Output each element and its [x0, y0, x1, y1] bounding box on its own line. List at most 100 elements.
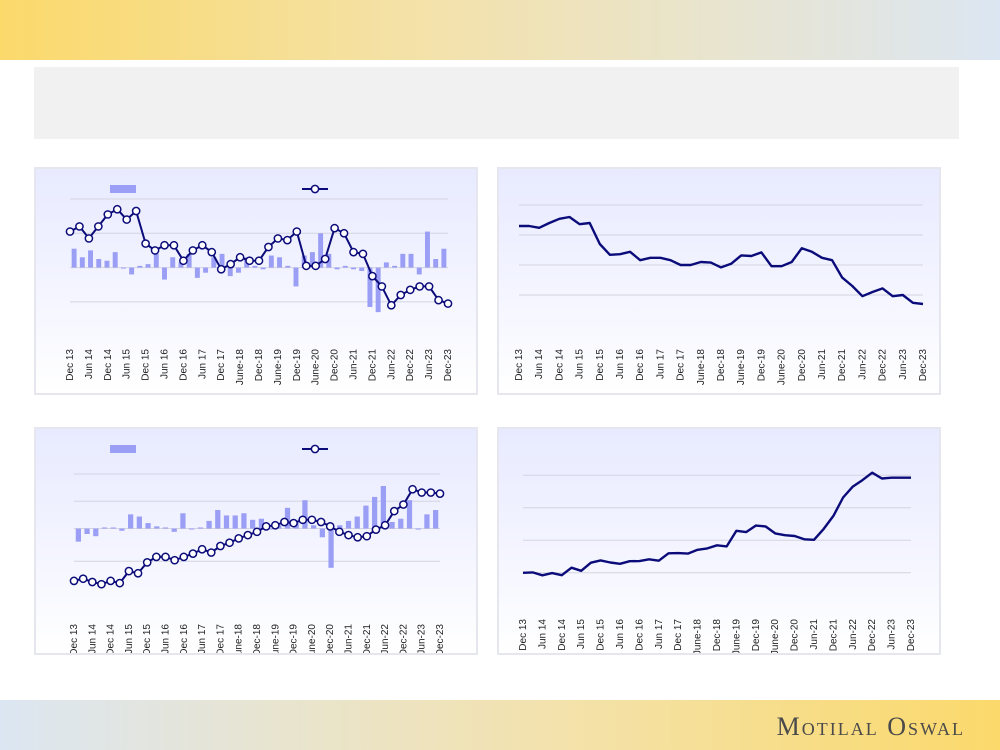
bar: [171, 528, 177, 532]
bar: [415, 528, 421, 530]
line-marker: [254, 256, 264, 266]
bar: [383, 262, 389, 268]
line-marker: [371, 525, 381, 534]
bar: [354, 516, 360, 529]
bar: [342, 265, 348, 268]
x-tick-label: Jun-23: [887, 619, 898, 650]
line-marker: [316, 517, 326, 527]
x-tick-label: June-18: [235, 349, 246, 386]
bar: [345, 520, 352, 529]
line-marker: [197, 544, 207, 554]
bar: [93, 528, 99, 537]
line-marker: [424, 282, 434, 291]
bar: [441, 248, 447, 268]
line-marker: [435, 489, 445, 498]
bar: [252, 265, 258, 268]
x-tick-label: Jun 17: [655, 349, 666, 379]
x-tick-label: Jun 16: [160, 349, 171, 379]
x-tick-label: Dec-21: [828, 619, 839, 652]
bar: [203, 267, 209, 273]
line-marker: [386, 300, 396, 310]
line-marker: [97, 579, 106, 589]
x-tick-label: June-18: [234, 624, 245, 653]
bar: [424, 514, 430, 529]
chart-4-svg: Dec 13 Jun 14 Dec 14 Jun 15 Dec 15 Jun 16 Dec …: [518, 471, 917, 653]
x-tick-label: Jun-22: [848, 619, 859, 650]
x-tick-label: Jun 14: [534, 349, 545, 379]
line-marker: [330, 223, 339, 233]
x-tick-label: Dec-23: [435, 624, 446, 653]
x-tick-label: June-20: [311, 349, 322, 386]
line-marker: [84, 234, 94, 243]
bar: [260, 267, 266, 270]
bar: [367, 267, 373, 307]
x-tick-label: Jun-22: [380, 624, 391, 653]
x-tick-label: Dec 14: [557, 619, 568, 651]
line-marker: [273, 234, 283, 243]
x-tick-label: Dec 17: [216, 349, 227, 381]
x-tick-label: Dec 15: [141, 349, 152, 381]
line-marker: [335, 527, 344, 537]
line-marker: [399, 500, 408, 509]
bar: [112, 252, 118, 268]
line-marker: [133, 568, 143, 578]
x-tick-label: Jun 17: [654, 619, 665, 649]
x-tick-label: June-19: [273, 349, 284, 386]
bar: [351, 267, 356, 270]
x-tick-label: Jun 17: [197, 624, 208, 653]
x-tick-label: Jun-23: [898, 349, 909, 380]
x-tick-label: Jun-21: [817, 349, 828, 380]
bar: [88, 250, 94, 268]
line-marker: [234, 534, 244, 543]
line-marker: [320, 254, 330, 264]
line-marker: [122, 215, 132, 224]
bar: [400, 253, 406, 268]
line-marker: [426, 488, 436, 497]
x-tick-label: Dec-21: [367, 349, 378, 382]
line-marker: [152, 552, 161, 562]
legend-bar-swatch: [110, 445, 136, 453]
line-marker: [325, 522, 335, 531]
bar: [363, 505, 369, 529]
line-marker: [311, 261, 321, 271]
x-tick-label: Dec-20: [325, 624, 336, 653]
x-tick-label: Jun 16: [161, 624, 172, 653]
x-tick-label: Dec-18: [712, 619, 723, 652]
bar: [285, 265, 291, 268]
bar: [110, 527, 116, 529]
bar: [337, 525, 343, 529]
bar: [284, 507, 291, 529]
line-marker: [78, 574, 88, 584]
x-tick-label: Dec-21: [837, 349, 848, 382]
line-marker: [65, 227, 75, 236]
line-marker: [443, 299, 453, 308]
line-marker: [377, 282, 387, 291]
x-tick-label: Dec 14: [554, 349, 565, 381]
line-marker: [115, 578, 125, 588]
line-marker: [252, 527, 262, 537]
x-tick-label: Dec-22: [878, 349, 889, 382]
bar: [79, 257, 85, 268]
x-tick-label: Jun 15: [575, 349, 586, 379]
x-tick-label: June-18: [696, 349, 707, 386]
line-marker: [197, 240, 207, 250]
bar: [398, 518, 404, 529]
bar: [406, 500, 413, 529]
x-tick-label: Jun 17: [197, 349, 208, 379]
x-tick-label: Dec-19: [292, 349, 303, 382]
bar: [211, 257, 217, 268]
bar: [408, 253, 414, 268]
x-tick-label: Dec-23: [443, 349, 454, 382]
bar: [197, 527, 203, 529]
bar: [75, 528, 81, 542]
x-tick-label: June-19: [736, 349, 747, 386]
x-tick-label: Dec 15: [596, 619, 607, 651]
line-marker: [216, 264, 226, 274]
brand-logo-text: Motilal Oswal: [776, 712, 965, 741]
chart-panel-2: Dec 13 Jun 14 Dec 14 Jun 15 Dec 15 Jun 16 Dec …: [497, 167, 941, 395]
line-marker: [161, 552, 170, 562]
bar: [293, 267, 299, 287]
x-tick-label: Jun 15: [124, 624, 135, 653]
x-tick-label: Jun-21: [344, 624, 355, 653]
x-tick-label: Dec 13: [518, 619, 529, 651]
